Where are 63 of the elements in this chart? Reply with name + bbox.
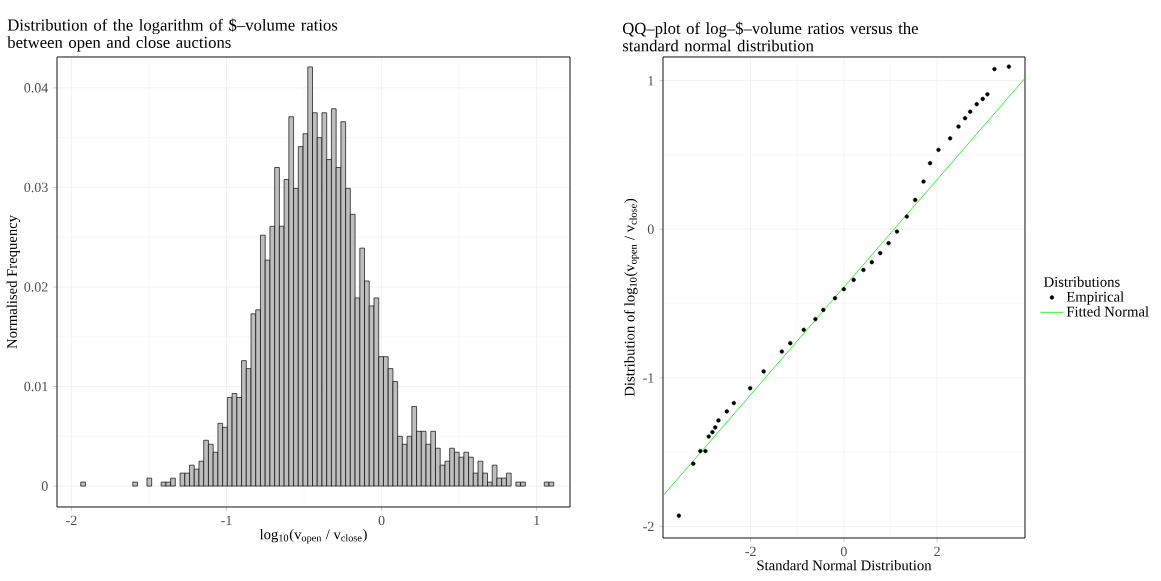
point bbox=[748, 386, 753, 391]
point bbox=[698, 448, 703, 454]
point bbox=[710, 429, 715, 435]
point bbox=[927, 161, 933, 166]
x-tick-label: -2 bbox=[745, 546, 756, 556]
point bbox=[691, 461, 696, 466]
point bbox=[703, 448, 708, 454]
y-tick-label: 0.02 bbox=[24, 282, 48, 292]
point bbox=[813, 316, 818, 322]
point bbox=[913, 197, 918, 203]
y-tick-label: 0.04 bbox=[24, 83, 49, 93]
x-tick-label: 0 bbox=[840, 546, 847, 557]
point bbox=[821, 307, 826, 313]
y-axis-title: Distribution of log$_{10}$(v$_{open}$ / v$_{close}$) bbox=[624, 198, 639, 397]
point bbox=[894, 229, 900, 234]
y-tick-label: -1 bbox=[643, 373, 654, 383]
point bbox=[861, 267, 866, 273]
point bbox=[724, 409, 729, 414]
point bbox=[968, 109, 973, 114]
x-tick-label: 0 bbox=[378, 515, 385, 526]
x-tick-label: -2 bbox=[66, 515, 77, 525]
point bbox=[779, 349, 784, 354]
chart-title: Distribution of the logarithm of $–volume ratios between open and close auctions bbox=[7, 18, 338, 52]
point bbox=[676, 513, 681, 518]
point bbox=[1006, 64, 1011, 69]
point bbox=[832, 296, 838, 301]
x-tick-label: 2 bbox=[934, 546, 940, 556]
point bbox=[878, 250, 883, 256]
point bbox=[921, 179, 926, 184]
point bbox=[706, 434, 711, 439]
point bbox=[851, 277, 856, 283]
point bbox=[974, 102, 979, 107]
point bbox=[761, 369, 766, 374]
y-tick-label: 1 bbox=[648, 75, 654, 86]
point bbox=[731, 400, 736, 406]
point bbox=[788, 341, 793, 346]
point bbox=[716, 418, 721, 423]
point bbox=[948, 136, 953, 141]
y-tick-label: 0.01 bbox=[24, 381, 48, 392]
x-axis-title: log$_{10}$(v$_{open}$ / v$_{close}$) bbox=[259, 528, 367, 544]
point bbox=[980, 96, 985, 102]
point bbox=[801, 327, 806, 332]
point bbox=[936, 147, 941, 152]
legend-label: Fitted Normal bbox=[1066, 306, 1149, 317]
point bbox=[869, 260, 874, 265]
point bbox=[956, 124, 961, 129]
point bbox=[841, 287, 846, 292]
point bbox=[886, 241, 891, 246]
point bbox=[985, 92, 990, 97]
y-tick-label: 0 bbox=[41, 481, 48, 491]
legend-title: Distributions bbox=[1044, 276, 1120, 287]
x-axis-title: Standard Normal Distribution bbox=[757, 559, 932, 571]
point bbox=[962, 116, 968, 121]
point bbox=[904, 214, 909, 219]
point bbox=[992, 66, 997, 72]
y-tick-label: 0 bbox=[647, 224, 654, 234]
legend-label: Empirical bbox=[1066, 291, 1124, 305]
x-tick-label: 1 bbox=[534, 515, 540, 525]
x-tick-label: -1 bbox=[221, 515, 232, 525]
y-tick-label: 0.03 bbox=[24, 182, 48, 193]
chart-title: QQ–plot of log–$–volume ratios versus the standard normal distribution bbox=[622, 21, 918, 52]
point bbox=[713, 425, 718, 430]
y-axis-title: Normalised Frequency bbox=[6, 215, 20, 349]
